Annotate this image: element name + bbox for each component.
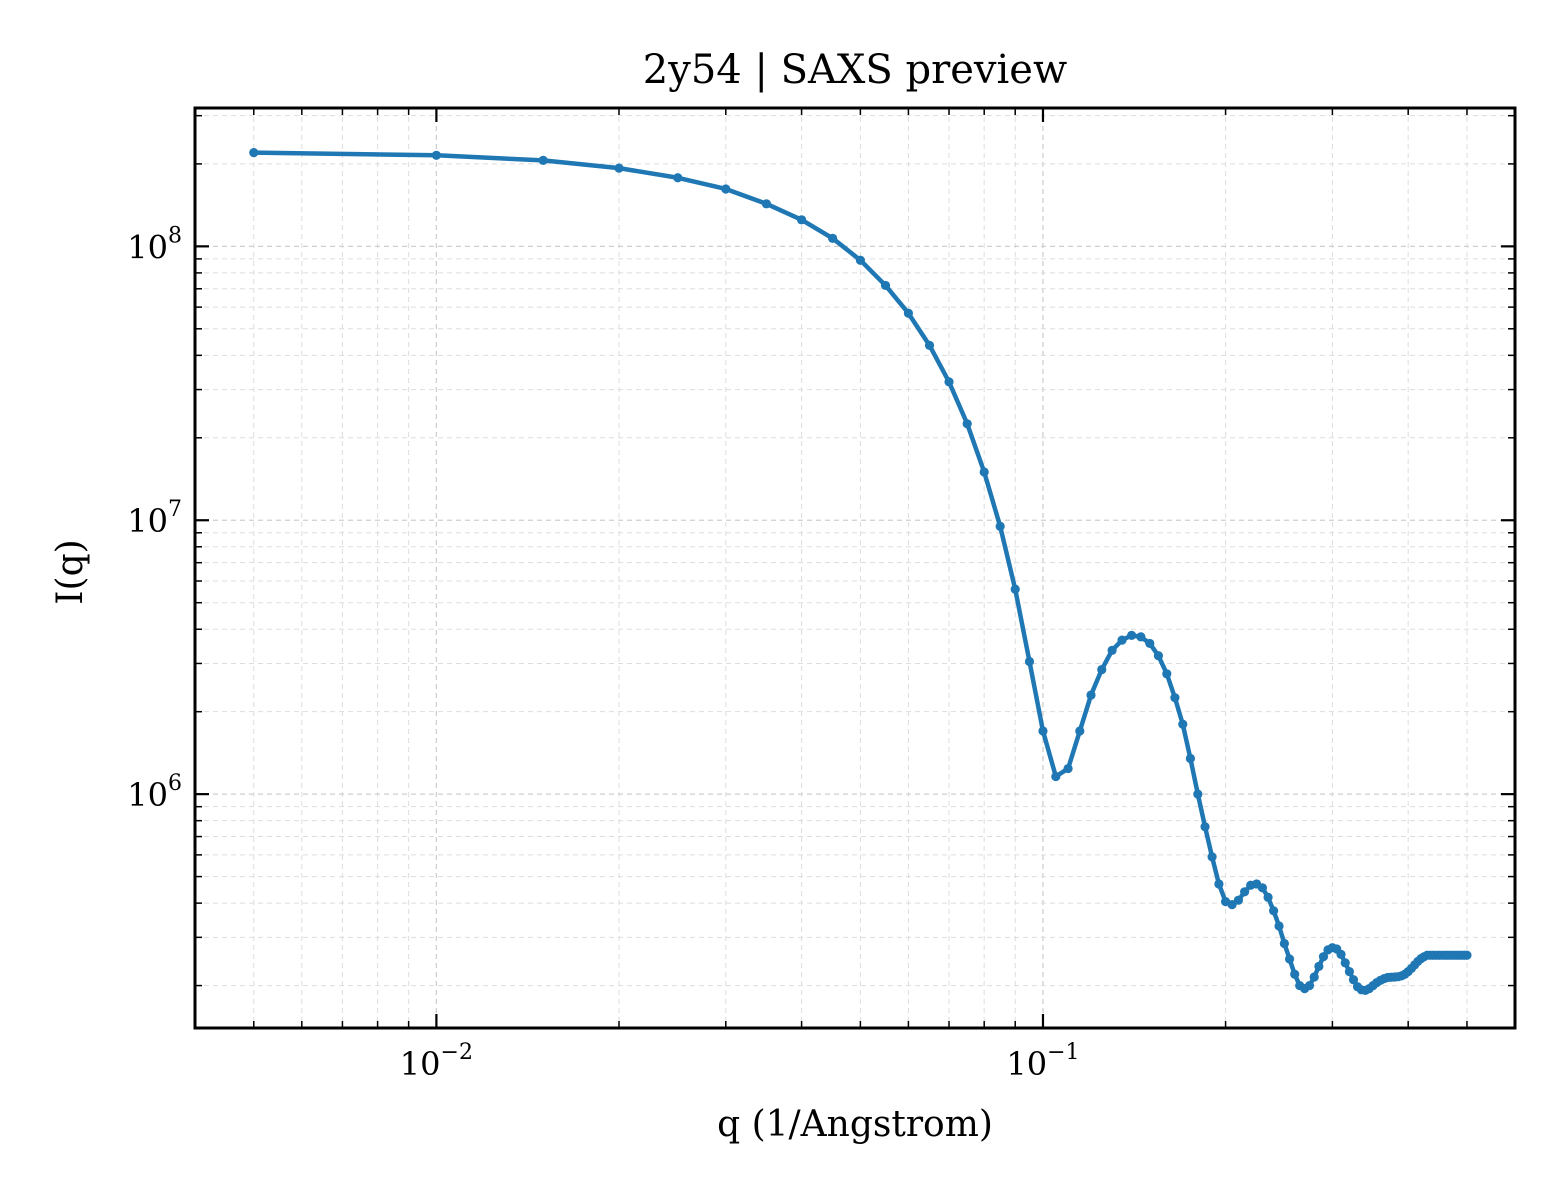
ticks: [194, 108, 1515, 1028]
x-tick-label: 10−1: [1006, 1040, 1079, 1083]
data-point: [1136, 632, 1146, 642]
data-point: [1207, 852, 1217, 862]
data-point: [1348, 975, 1359, 985]
data-point: [1162, 669, 1172, 679]
y-tick-label-exponent: 8: [168, 223, 182, 248]
data-point: [1075, 726, 1085, 736]
data-point: [1344, 966, 1354, 977]
data-point: [1214, 879, 1224, 889]
data-point: [1038, 726, 1048, 736]
x-tick-label-base: 10: [1006, 1045, 1047, 1083]
y-tick-label-base: 10: [127, 502, 168, 540]
x-tick-label-exponent: −1: [1047, 1040, 1079, 1065]
data-point: [1153, 651, 1164, 661]
data-point: [1462, 950, 1472, 960]
data-point: [1290, 969, 1300, 979]
x-tick-label: 10−2: [400, 1040, 473, 1083]
grid: [194, 108, 1515, 1028]
data-point: [1107, 645, 1117, 655]
x-tick-label-exponent: −2: [441, 1040, 473, 1065]
data-point: [1193, 789, 1203, 799]
data-point: [1086, 690, 1096, 700]
x-tick-label-base: 10: [400, 1045, 441, 1083]
data-point: [979, 467, 989, 477]
y-tick-label: 107: [127, 497, 182, 540]
data-point: [538, 155, 548, 165]
data-point: [1269, 906, 1279, 916]
data-point: [1024, 656, 1035, 667]
data-point: [1240, 887, 1250, 897]
y-tick-label: 108: [127, 223, 182, 266]
data-point: [614, 163, 624, 173]
data-point: [1274, 921, 1284, 931]
data-point: [1314, 961, 1324, 971]
data-point: [1279, 938, 1289, 949]
x-axis-label: q (1/Angstrom): [717, 1104, 993, 1145]
data-point: [1257, 883, 1267, 893]
data-point: [1309, 972, 1319, 982]
data-point: [796, 215, 807, 225]
data-point: [1263, 892, 1273, 902]
data-point: [1178, 719, 1188, 729]
data-point: [944, 377, 954, 387]
data-point: [1145, 638, 1155, 649]
y-tick-label-base: 10: [127, 228, 168, 266]
data-point: [1336, 949, 1346, 959]
y-axis-label: I(q): [50, 539, 91, 604]
data-point: [903, 308, 914, 318]
data-point: [1170, 693, 1180, 703]
data-point: [673, 173, 683, 183]
data-point: [962, 419, 972, 429]
data-point: [1127, 630, 1137, 640]
data-point: [1200, 822, 1210, 832]
data-point: [431, 150, 441, 160]
chart-title: 2y54 | SAXS preview: [643, 47, 1067, 93]
data-point: [1185, 753, 1195, 764]
data-point: [1117, 635, 1127, 645]
data-point: [1051, 771, 1061, 782]
data-point: [924, 340, 935, 350]
data-point: [1010, 584, 1020, 594]
data-point: [995, 521, 1005, 531]
y-tick-label-base: 10: [127, 776, 168, 814]
data-point: [880, 280, 891, 291]
data-point: [1097, 664, 1107, 675]
data-point: [761, 199, 772, 209]
data-point: [1063, 763, 1073, 774]
data-point: [828, 233, 838, 243]
data-point: [249, 147, 259, 158]
plot-frame: [193, 106, 1517, 1030]
data-point: [721, 184, 731, 194]
y-tick-label: 106: [127, 771, 182, 814]
y-tick-label-exponent: 6: [168, 771, 182, 796]
data-point: [1304, 980, 1315, 991]
y-tick-label-exponent: 7: [168, 497, 182, 522]
data-point: [1340, 958, 1350, 968]
data-point: [855, 255, 865, 265]
data-point: [1318, 952, 1329, 962]
data-point: [1284, 954, 1295, 964]
data-point: [1233, 895, 1244, 905]
series-layer: [249, 147, 1472, 996]
